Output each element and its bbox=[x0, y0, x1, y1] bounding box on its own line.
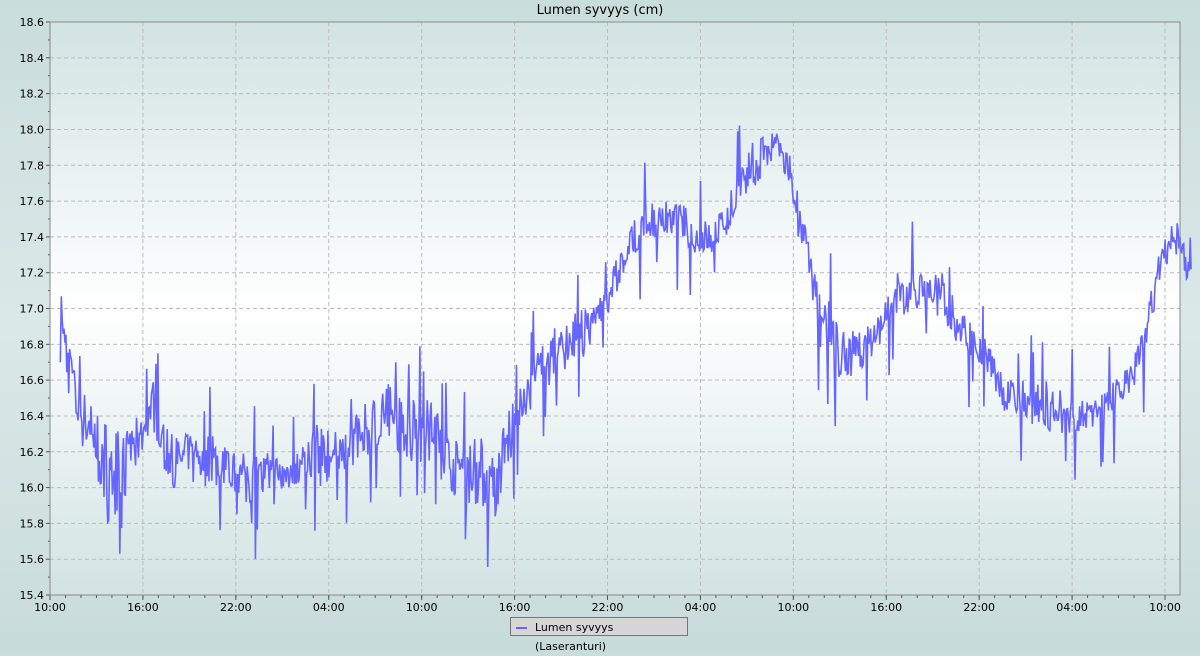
y-tick-label: 18.0 bbox=[20, 123, 45, 136]
x-tick-label: 10:00 bbox=[777, 601, 809, 614]
y-tick-label: 16.4 bbox=[20, 410, 45, 423]
x-tick-label: 22:00 bbox=[963, 601, 995, 614]
y-tick-label: 16.8 bbox=[20, 338, 45, 351]
y-tick-label: 18.4 bbox=[20, 52, 45, 65]
legend: Lumen syvyys (Laseranturi) bbox=[510, 617, 688, 653]
y-tick-label: 18.6 bbox=[20, 16, 45, 29]
x-tick-label: 10:00 bbox=[34, 601, 66, 614]
y-tick-label: 15.8 bbox=[20, 517, 45, 530]
x-tick-label: 04:00 bbox=[685, 601, 717, 614]
series-line bbox=[59, 125, 1192, 568]
y-tick-label: 17.2 bbox=[20, 267, 45, 280]
chart-title: Lumen syvyys (cm) bbox=[536, 3, 664, 18]
x-tick-label: 04:00 bbox=[313, 601, 345, 614]
y-tick-label: 16.2 bbox=[20, 446, 45, 459]
x-tick-label: 22:00 bbox=[592, 601, 624, 614]
x-tick-label: 04:00 bbox=[1056, 601, 1088, 614]
y-tick-label: 16.6 bbox=[20, 374, 45, 387]
x-tick-label: 10:00 bbox=[406, 601, 438, 614]
y-tick-label: 17.4 bbox=[20, 231, 45, 244]
x-tick-label: 22:00 bbox=[220, 601, 252, 614]
legend-label: Lumen syvyys (Laseranturi) bbox=[535, 621, 614, 653]
y-tick-label: 17.6 bbox=[20, 195, 45, 208]
y-tick-label: 16.0 bbox=[20, 482, 45, 495]
x-tick-label: 16:00 bbox=[127, 601, 159, 614]
plot-border bbox=[49, 21, 1181, 596]
y-tick-label: 18.2 bbox=[20, 88, 45, 101]
x-tick-label: 16:00 bbox=[870, 601, 902, 614]
y-tick-label: 17.0 bbox=[20, 303, 45, 316]
x-tick-label: 10:00 bbox=[1149, 601, 1181, 614]
y-tick-label: 15.6 bbox=[20, 553, 45, 566]
legend-swatch bbox=[516, 627, 527, 629]
y-tick-label: 15.4 bbox=[20, 589, 45, 602]
x-tick-label: 16:00 bbox=[499, 601, 531, 614]
y-tick-label: 17.8 bbox=[20, 159, 45, 172]
